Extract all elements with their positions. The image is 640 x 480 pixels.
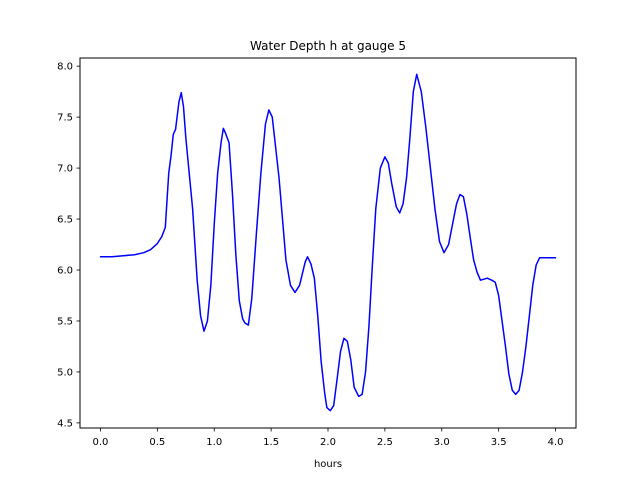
y-tick-label: 5.0 xyxy=(57,367,73,378)
x-tick-label: 1.5 xyxy=(263,437,279,448)
plot-area xyxy=(99,73,557,412)
y-tick-label: 7.0 xyxy=(57,164,73,175)
x-tick-label: 2.0 xyxy=(320,437,336,448)
x-tick-label: 2.5 xyxy=(377,437,393,448)
y-tick-label: 7.5 xyxy=(57,113,73,124)
x-axis: 0.0 0.5 1.0 1.5 2.0 2.5 3.0 3.5 4.0 xyxy=(93,428,564,448)
x-tick-label: 0.5 xyxy=(149,437,165,448)
y-tick-label: 6.5 xyxy=(57,215,73,226)
chart-title: Water Depth h at gauge 5 xyxy=(250,39,406,53)
series-line-0 xyxy=(99,73,557,412)
y-tick-label: 8.0 xyxy=(57,62,73,73)
y-axis: 4.5 5.0 5.5 6.0 6.5 7.0 7.5 8.0 xyxy=(57,62,80,429)
axes-frame xyxy=(79,57,577,429)
y-tick-label: 4.5 xyxy=(57,418,73,429)
y-tick-label: 6.0 xyxy=(57,266,73,277)
x-tick-label: 0.0 xyxy=(93,437,109,448)
x-tick-label: 3.5 xyxy=(491,437,507,448)
x-tick-label: 4.0 xyxy=(548,437,564,448)
x-tick-label: 1.0 xyxy=(206,437,222,448)
y-tick-label: 5.5 xyxy=(57,316,73,327)
x-axis-label: hours xyxy=(314,459,342,470)
x-tick-label: 3.0 xyxy=(434,437,450,448)
